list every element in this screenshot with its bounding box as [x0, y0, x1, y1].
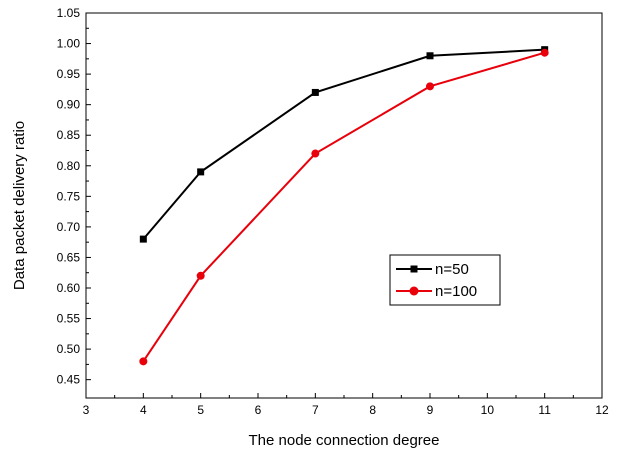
series-1-point: [139, 235, 147, 243]
y-tick-label: 0.50: [57, 342, 81, 356]
x-axis-ticks: 3 4 5 6 7 8 9 10 11 12: [83, 393, 609, 417]
series-2-point: [196, 271, 205, 280]
y-axis-title: Data packet delivery ratio: [11, 121, 28, 290]
legend-label-2: n=100: [435, 283, 477, 300]
x-tick-label-12: 12: [595, 403, 609, 417]
series-1-point: [426, 52, 434, 60]
y-tick-label: 0.80: [57, 159, 81, 173]
series-1-point: [197, 168, 205, 176]
x-tick-label-5: 5: [197, 403, 204, 417]
plot-area: 3 4 5 6 7 8 9 10 11 12 0.450.500.550.600.650.700.…: [57, 6, 609, 417]
series-1-point: [311, 88, 319, 96]
y-tick-label: 0.90: [57, 98, 81, 112]
x-tick-label-8: 8: [369, 403, 376, 417]
legend: n=50 n=100: [389, 254, 501, 306]
y-axis-ticks: 0.45 0.50 0.55 0.60 0.65 0.70 0.75 0.80 0.85 0.90…: [57, 6, 91, 387]
series-2-point: [426, 82, 434, 91]
plot-frame: [85, 12, 603, 399]
x-tick-label-10: 10: [481, 403, 495, 417]
y-tick-label: 0.85: [57, 128, 81, 142]
legend-marker-2: [409, 286, 419, 296]
series-line-2: [142, 51, 545, 362]
y-tick-label: 0.75: [57, 189, 81, 203]
y-tick-label: 0.45: [57, 373, 81, 387]
series-layer: [139, 46, 549, 366]
x-tick-label-4: 4: [140, 403, 147, 417]
legend-marker-1: [410, 265, 418, 273]
x-axis-title: The node connection degree: [249, 432, 440, 449]
y-tick-label: 0.95: [57, 67, 81, 81]
legend-label-1: n=50: [435, 261, 469, 278]
x-tick-label-3: 3: [83, 403, 90, 417]
y-tick-label: 0.65: [57, 250, 81, 264]
series-2-point: [540, 48, 549, 57]
legend-box: [389, 254, 501, 306]
y-tick-label: 1.05: [57, 6, 81, 20]
x-tick-label-7: 7: [312, 403, 319, 417]
series-2-point: [311, 149, 320, 158]
legend-items: n=50 n=100: [396, 261, 477, 300]
series-2-point: [139, 357, 148, 366]
y-tick-label: 0.60: [57, 281, 81, 295]
x-tick-label-9: 9: [427, 403, 434, 417]
x-tick-label-11: 11: [538, 403, 551, 417]
x-tick-label-6: 6: [255, 403, 262, 417]
y-tick-label: 0.70: [57, 220, 81, 234]
y-tick-label: 1.00: [57, 37, 81, 51]
y-tick-label: 0.55: [57, 312, 81, 326]
series-line-1: [142, 48, 545, 240]
